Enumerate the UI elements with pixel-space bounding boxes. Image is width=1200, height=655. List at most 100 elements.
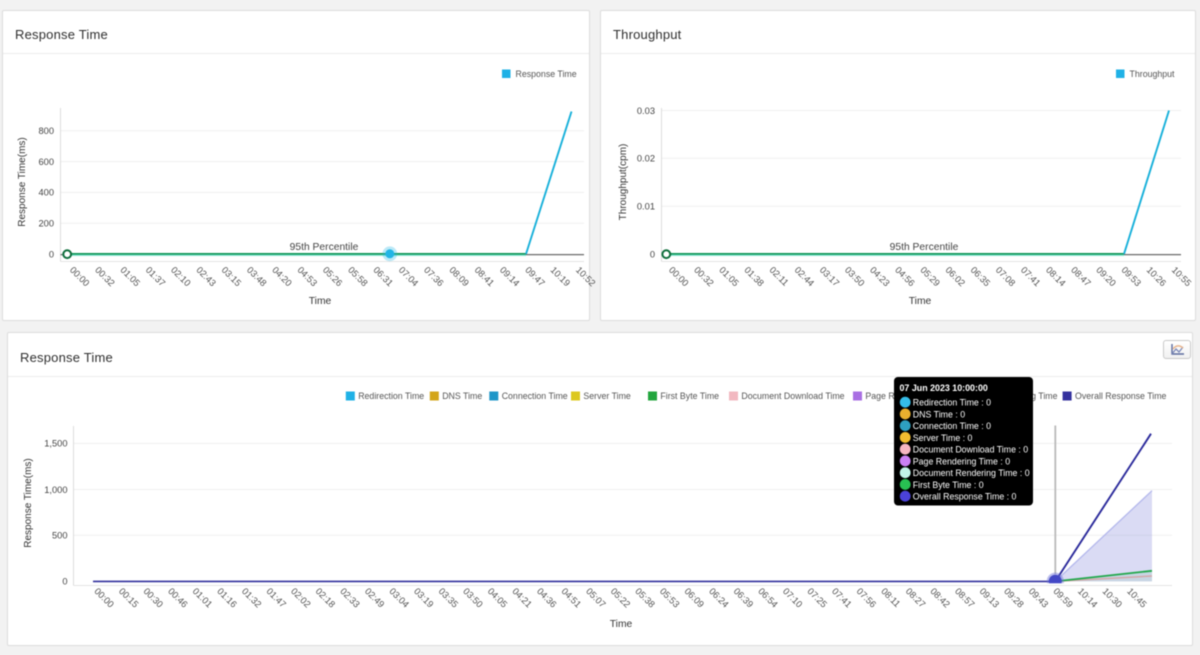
svg-text:08:47: 08:47	[1069, 265, 1093, 289]
svg-text:800: 800	[38, 126, 54, 136]
svg-text:0.02: 0.02	[637, 154, 655, 164]
svg-text:04:53: 04:53	[295, 265, 319, 289]
svg-text:00:32: 00:32	[93, 265, 117, 289]
svg-text:08:42: 08:42	[928, 586, 952, 610]
svg-text:00:00: 00:00	[667, 265, 691, 289]
svg-text:Throughput(cpm): Throughput(cpm)	[618, 144, 629, 221]
svg-text:05:07: 05:07	[584, 586, 608, 610]
svg-text:10:26: 10:26	[1145, 265, 1169, 289]
svg-text:Redirection Time: Redirection Time	[358, 391, 424, 401]
svg-text:08:11: 08:11	[879, 586, 902, 609]
svg-text:95th Percentile: 95th Percentile	[890, 242, 959, 253]
svg-text:05:38: 05:38	[633, 586, 657, 610]
svg-text:03:17: 03:17	[818, 265, 842, 289]
svg-text:1,000: 1,000	[44, 485, 67, 495]
svg-text:00:00: 00:00	[92, 586, 116, 610]
svg-text:07:08: 07:08	[994, 265, 1018, 289]
svg-text:10:30: 10:30	[1100, 586, 1124, 610]
svg-text:07:25: 07:25	[805, 586, 829, 610]
svg-text:07:36: 07:36	[422, 265, 446, 289]
svg-text:07:41: 07:41	[1019, 265, 1043, 289]
svg-text:02:33: 02:33	[338, 586, 362, 610]
svg-text:09:14: 09:14	[498, 265, 522, 289]
svg-text:08:09: 08:09	[447, 265, 471, 289]
svg-text:400: 400	[38, 188, 54, 198]
svg-text:09:47: 09:47	[523, 265, 547, 289]
svg-text:05:58: 05:58	[346, 265, 370, 289]
svg-text:00:00: 00:00	[68, 265, 92, 289]
svg-text:01:16: 01:16	[215, 586, 239, 610]
svg-text:00:15: 00:15	[117, 586, 141, 610]
svg-text:04:36: 04:36	[535, 586, 559, 610]
svg-text:06:35: 06:35	[969, 265, 993, 289]
svg-text:03:15: 03:15	[220, 265, 244, 289]
svg-text:02:02: 02:02	[289, 586, 313, 610]
svg-text:06:54: 06:54	[756, 586, 780, 610]
svg-text:0: 0	[650, 249, 655, 259]
svg-text:07:56: 07:56	[855, 586, 879, 610]
svg-text:Overall Response Time: Overall Response Time	[1075, 391, 1167, 401]
svg-text:04:51: 04:51	[559, 586, 583, 610]
svg-text:08:41: 08:41	[473, 265, 497, 289]
svg-text:DNS Time : 0: DNS Time : 0	[913, 409, 965, 419]
svg-text:00:30: 00:30	[141, 586, 165, 610]
svg-text:03:19: 03:19	[412, 586, 436, 610]
svg-text:09:13: 09:13	[978, 586, 1002, 610]
svg-text:04:21: 04:21	[510, 586, 534, 610]
svg-text:Connection Time: Connection Time	[502, 391, 568, 401]
svg-text:Document Download Time: Document Download Time	[741, 391, 844, 401]
svg-text:Page Rendering Time : 0: Page Rendering Time : 0	[913, 456, 1010, 466]
svg-text:Response Time(ms): Response Time(ms)	[17, 137, 28, 226]
svg-text:01:47: 01:47	[264, 586, 288, 610]
svg-text:500: 500	[52, 531, 68, 541]
svg-text:06:39: 06:39	[732, 586, 756, 610]
svg-text:00:46: 00:46	[166, 586, 190, 610]
svg-text:00:32: 00:32	[692, 265, 716, 289]
svg-text:09:53: 09:53	[1119, 265, 1143, 289]
svg-text:02:18: 02:18	[314, 586, 338, 610]
svg-text:05:26: 05:26	[321, 265, 345, 289]
svg-text:07:41: 07:41	[830, 586, 854, 610]
svg-text:09:28: 09:28	[1002, 586, 1026, 610]
svg-text:10:19: 10:19	[548, 265, 572, 289]
svg-text:0: 0	[62, 577, 67, 587]
svg-text:08:27: 08:27	[904, 586, 928, 610]
svg-text:0.01: 0.01	[637, 202, 655, 212]
svg-text:06:02: 06:02	[943, 265, 967, 289]
svg-text:0: 0	[49, 249, 54, 259]
svg-text:Throughput: Throughput	[1130, 69, 1176, 79]
svg-text:08:14: 08:14	[1044, 265, 1068, 289]
svg-text:04:23: 04:23	[868, 265, 892, 289]
svg-text:05:22: 05:22	[609, 586, 633, 610]
svg-text:Time: Time	[610, 619, 633, 630]
svg-text:03:04: 03:04	[387, 586, 411, 610]
svg-text:1,500: 1,500	[44, 439, 67, 449]
svg-text:09:59: 09:59	[1051, 586, 1075, 610]
svg-text:01:32: 01:32	[240, 586, 264, 610]
svg-text:First Byte Time: First Byte Time	[660, 391, 719, 401]
svg-text:05:29: 05:29	[918, 265, 942, 289]
svg-text:0.03: 0.03	[637, 106, 655, 116]
svg-text:04:20: 04:20	[270, 265, 294, 289]
svg-text:01:05: 01:05	[717, 265, 741, 289]
svg-text:03:35: 03:35	[437, 586, 461, 610]
svg-text:DNS Time: DNS Time	[442, 391, 482, 401]
svg-text:First Byte Time : 0: First Byte Time : 0	[913, 480, 984, 490]
svg-text:09:20: 09:20	[1094, 265, 1118, 289]
svg-text:Time: Time	[909, 296, 932, 307]
svg-text:05:53: 05:53	[658, 586, 682, 610]
svg-text:200: 200	[38, 219, 54, 229]
svg-text:Server Time: Server Time	[583, 391, 631, 401]
svg-text:02:11: 02:11	[767, 265, 790, 288]
svg-text:Document Download Time : 0: Document Download Time : 0	[913, 445, 1028, 455]
svg-text:04:56: 04:56	[893, 265, 917, 289]
svg-text:Time: Time	[309, 296, 332, 307]
svg-text:01:01: 01:01	[191, 586, 215, 610]
svg-text:01:05: 01:05	[118, 265, 142, 289]
svg-text:01:37: 01:37	[144, 265, 168, 289]
svg-text:10:14: 10:14	[1076, 586, 1100, 610]
svg-text:Redirection Time : 0: Redirection Time : 0	[913, 398, 991, 408]
svg-text:02:43: 02:43	[194, 265, 218, 289]
svg-text:07:04: 07:04	[397, 265, 421, 289]
svg-text:10:52: 10:52	[574, 265, 598, 289]
